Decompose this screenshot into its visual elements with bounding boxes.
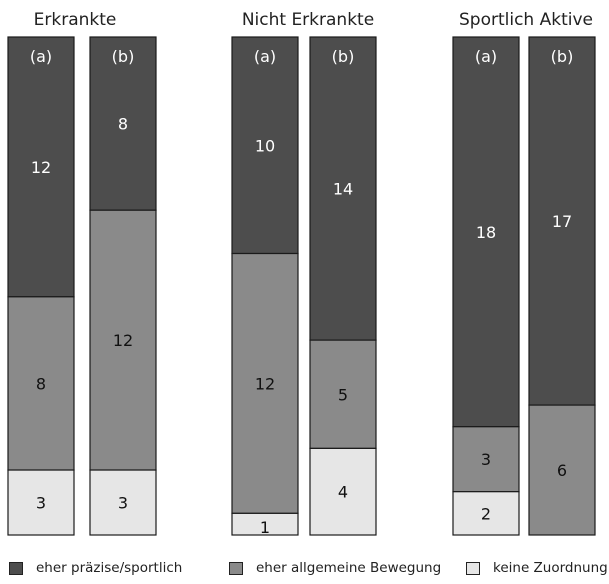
bar-segment-nicht-erkrankte-a-s2 <box>231 512 299 536</box>
bar-label-sportlich-aktive-b: (b) <box>551 47 574 66</box>
bar-segment-nicht-erkrankte-b-s2 <box>309 447 377 536</box>
legend-swatch-general-movement <box>229 561 243 575</box>
bar-segment-erkrankte-a-s1 <box>7 296 75 471</box>
bar-segment-nicht-erkrankte-b-s1 <box>309 339 377 449</box>
data-label-nicht-erkrankte-a-s2: 1 <box>260 518 270 537</box>
legend-item-precise: eher präzise/sportlich <box>9 560 182 576</box>
bar-segment-erkrankte-b-s2 <box>89 469 157 536</box>
bar-segment-erkrankte-b-s1 <box>89 209 157 471</box>
data-label-sportlich-aktive-a-s2: 2 <box>481 504 491 523</box>
legend-label-precise: eher präzise/sportlich <box>36 560 183 576</box>
data-label-erkrankte-b-s2: 3 <box>118 494 128 513</box>
legend-item-no-assignment: keine Zuordnung <box>466 560 608 576</box>
data-label-nicht-erkrankte-b-s1: 5 <box>338 385 348 404</box>
legend: eher präzise/sportlich eher allgemeine B… <box>0 560 609 582</box>
data-label-erkrankte-a-s0: 12 <box>31 158 51 177</box>
legend-label-general-movement: eher allgemeine Bewegung <box>256 560 442 576</box>
data-label-erkrankte-b-s1: 12 <box>113 331 133 350</box>
data-label-nicht-erkrankte-a-s1: 12 <box>255 374 275 393</box>
bar-segment-erkrankte-a-s2 <box>7 469 75 536</box>
bar-label-nicht-erkrankte-b: (b) <box>332 47 355 66</box>
bar-segment-sportlich-aktive-b-s0 <box>528 36 596 406</box>
bar-label-erkrankte-b: (b) <box>112 47 135 66</box>
data-label-erkrankte-a-s1: 8 <box>36 374 46 393</box>
bar-segment-erkrankte-a-s0 <box>7 36 75 298</box>
bar-segment-sportlich-aktive-b-s1 <box>528 404 596 536</box>
bar-segment-sportlich-aktive-a-s0 <box>452 36 520 428</box>
bar-label-nicht-erkrankte-a: (a) <box>254 47 276 66</box>
group-title-sportlich-aktive: Sportlich Aktive <box>459 10 593 30</box>
bar-segment-sportlich-aktive-a-s2 <box>452 491 520 536</box>
group-title-erkrankte: Erkrankte <box>34 10 117 30</box>
data-label-sportlich-aktive-b-s0: 17 <box>552 212 572 231</box>
bar-label-sportlich-aktive-a: (a) <box>475 47 497 66</box>
legend-swatch-no-assignment <box>466 561 480 575</box>
data-label-sportlich-aktive-a-s0: 18 <box>476 223 496 242</box>
legend-swatch-precise <box>9 561 23 575</box>
bar-segment-nicht-erkrankte-a-s1 <box>231 252 299 514</box>
data-label-nicht-erkrankte-a-s0: 10 <box>255 136 275 155</box>
legend-label-no-assignment: keine Zuordnung <box>493 560 608 576</box>
data-label-sportlich-aktive-b-s1: 6 <box>557 461 567 480</box>
legend-item-general-movement: eher allgemeine Bewegung <box>229 560 441 576</box>
data-label-sportlich-aktive-a-s1: 3 <box>481 450 491 469</box>
data-label-nicht-erkrankte-b-s2: 4 <box>338 483 348 502</box>
bar-segment-nicht-erkrankte-b-s0 <box>309 36 377 341</box>
bar-segment-sportlich-aktive-a-s1 <box>452 426 520 493</box>
group-title-nicht-erkrankte: Nicht Erkrankte <box>242 10 374 30</box>
bar-label-erkrankte-a: (a) <box>30 47 52 66</box>
data-label-erkrankte-a-s2: 3 <box>36 494 46 513</box>
data-label-nicht-erkrankte-b-s0: 14 <box>333 180 353 199</box>
data-label-erkrankte-b-s0: 8 <box>118 115 128 134</box>
bar-segment-erkrankte-b-s0 <box>89 36 157 211</box>
